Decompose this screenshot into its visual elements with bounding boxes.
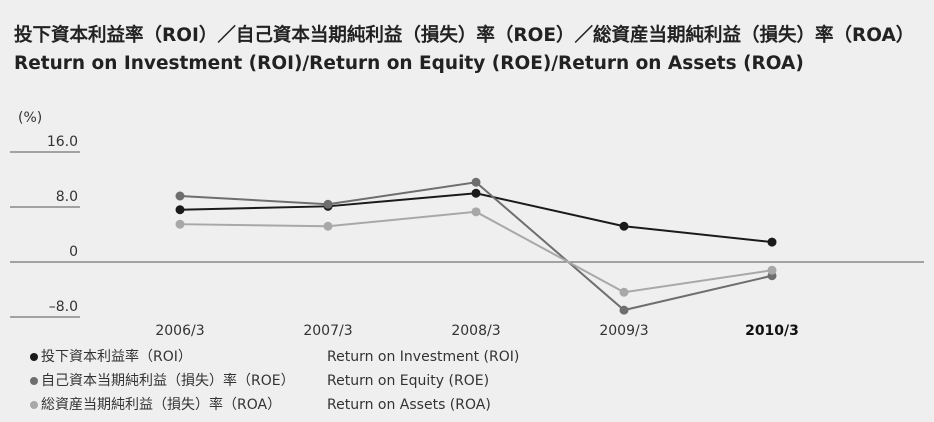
chart-subtitle: Return on Investment (ROI)/Return on Equ… xyxy=(14,53,804,74)
legend-marker xyxy=(30,353,38,361)
data-point xyxy=(175,205,185,215)
x-tick-label: 2006/3 xyxy=(155,323,204,339)
data-point xyxy=(471,207,481,217)
legend-label-en: Return on Equity (ROE) xyxy=(327,373,489,389)
legend-label: 投下資本利益率（ROI） xyxy=(41,348,192,365)
data-point xyxy=(323,199,333,209)
legend-label: 自己資本当期純利益（損失）率（ROE） xyxy=(41,372,295,389)
data-point xyxy=(767,265,777,275)
y-tick-label: 8.0 xyxy=(56,189,78,205)
data-point xyxy=(175,191,185,201)
y-tick-label: 0 xyxy=(69,244,78,260)
data-point xyxy=(471,177,481,187)
data-point xyxy=(767,237,777,247)
x-tick-label: 2008/3 xyxy=(451,323,500,339)
data-point xyxy=(619,287,629,297)
y-tick-label: –8.0 xyxy=(49,299,78,315)
x-tick-label: 2009/3 xyxy=(599,323,648,339)
legend-marker xyxy=(30,377,38,385)
data-point xyxy=(175,219,185,229)
data-point xyxy=(619,221,629,231)
x-tick-label: 2010/3 xyxy=(745,323,799,339)
legend-label-en: Return on Investment (ROI) xyxy=(327,349,519,365)
chart-title: 投下資本利益率（ROI）／自己資本当期純利益（損失）率（ROE）／総資産当期純利… xyxy=(14,24,914,46)
legend-label: 総資産当期純利益（損失）率（ROA） xyxy=(41,396,281,413)
y-unit: (%) xyxy=(18,110,42,126)
legend-marker xyxy=(30,401,38,409)
data-point xyxy=(471,188,481,198)
data-point xyxy=(619,305,629,315)
data-point xyxy=(323,221,333,231)
x-tick-label: 2007/3 xyxy=(303,323,352,339)
y-tick-label: 16.0 xyxy=(47,134,78,150)
legend-label-en: Return on Assets (ROA) xyxy=(327,397,491,413)
